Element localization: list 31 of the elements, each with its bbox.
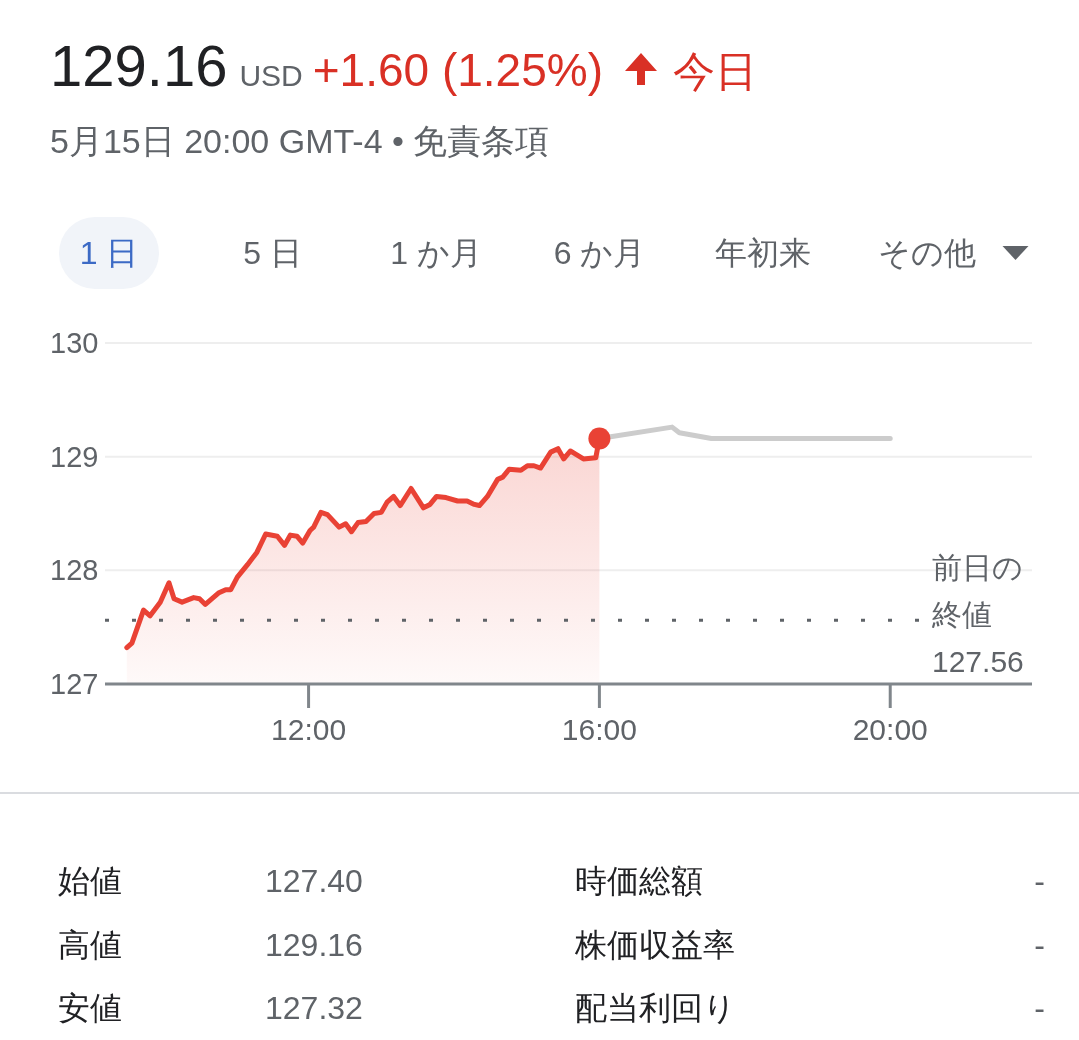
- x-tick-label: 16:00: [561, 713, 637, 746]
- table-label: 時価総額: [575, 863, 703, 899]
- table-value: -: [1034, 990, 1045, 1026]
- title: 129.16: [50, 33, 228, 98]
- period: 今日: [673, 48, 757, 95]
- tab-label: その他: [877, 235, 976, 271]
- table-value: -: [1034, 863, 1045, 899]
- y-tick-label: 129: [50, 440, 99, 473]
- x-tick-label: 12:00: [271, 713, 347, 746]
- currency: USD: [239, 59, 303, 92]
- table-label: 配当利回り: [575, 990, 736, 1026]
- table-label: 株価収益率: [575, 926, 735, 963]
- tab-label: 6 か月: [553, 235, 646, 271]
- tab-label: 1 か月: [390, 235, 482, 271]
- table-value: 129.16: [265, 926, 363, 963]
- table-label: 始値: [58, 863, 122, 899]
- x-tick-label: 20:00: [852, 713, 928, 746]
- table-value: -: [1034, 926, 1045, 963]
- subtitle: 5月15日 20:00 GMT-4 • 免責条項: [50, 122, 550, 160]
- y-tick-label: 130: [50, 327, 99, 359]
- table-value: 127.32: [265, 990, 363, 1026]
- ref-line-label: 前日の終値 127.56: [932, 551, 1024, 679]
- table-label: 高値: [58, 926, 122, 963]
- change: +1.60 (1.25%): [312, 44, 603, 96]
- tab-label: 年初来: [715, 235, 811, 271]
- y-tick-label: 128: [50, 554, 99, 587]
- table-label: 安値: [58, 990, 122, 1026]
- y-tick-label: 127: [50, 668, 99, 700]
- tab-label: 5 日: [243, 235, 302, 271]
- table-value: 127.40: [265, 863, 363, 899]
- tab-label-selected: 1 日: [79, 235, 139, 271]
